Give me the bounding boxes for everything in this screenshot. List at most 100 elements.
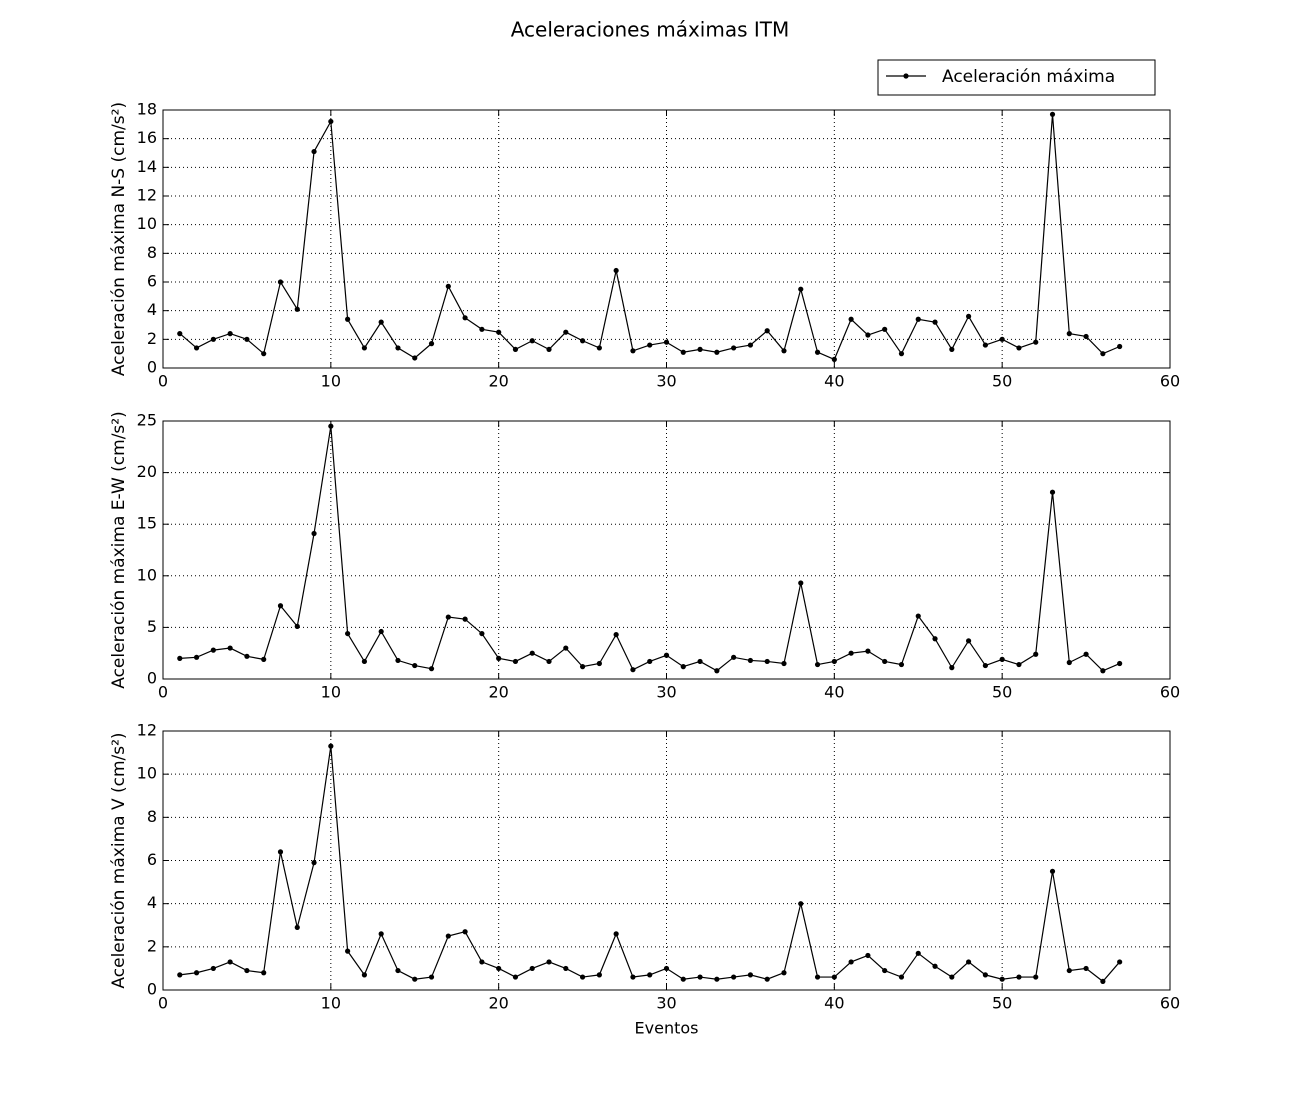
y-tick-label: 8 <box>147 243 157 262</box>
data-point <box>915 950 921 956</box>
data-point <box>244 653 250 659</box>
y-tick-label: 10 <box>137 214 157 233</box>
y-axis-label: Aceleración máxima E-W (cm/s²) <box>109 411 129 689</box>
data-point <box>579 974 586 980</box>
data-point <box>613 632 619 638</box>
data-point <box>261 351 267 357</box>
y-tick-label: 15 <box>137 514 157 533</box>
plot-frame <box>162 109 1171 369</box>
data-point <box>512 346 519 352</box>
data-point <box>177 655 183 661</box>
x-tick-label: 50 <box>992 372 1012 391</box>
data-point <box>294 306 300 312</box>
data-point <box>428 341 435 347</box>
y-tick-label: 4 <box>147 893 157 912</box>
data-point <box>261 970 267 976</box>
data-point <box>663 652 670 658</box>
data-point <box>311 860 317 866</box>
data-point <box>747 342 754 348</box>
data-point <box>882 326 888 332</box>
data-point <box>982 662 988 669</box>
data-point <box>244 967 250 974</box>
data-point <box>445 614 451 620</box>
data-point <box>193 970 200 976</box>
data-point <box>378 319 384 325</box>
data-point <box>294 924 300 931</box>
data-point <box>982 972 988 978</box>
data-point <box>1049 111 1056 117</box>
data-point <box>1117 660 1123 667</box>
data-point <box>378 931 384 937</box>
y-tick-label: 25 <box>137 411 157 430</box>
data-point <box>848 316 854 322</box>
data-point <box>781 660 787 667</box>
data-point <box>697 658 703 665</box>
data-point <box>311 530 317 537</box>
x-tick-label: 10 <box>321 994 341 1013</box>
data-point <box>596 660 602 667</box>
x-tick-label: 10 <box>321 683 341 702</box>
x-tick-label: 0 <box>158 683 168 702</box>
data-point <box>882 658 888 665</box>
data-point <box>395 657 401 664</box>
data-point <box>428 666 435 672</box>
data-point <box>798 901 804 907</box>
data-point <box>361 972 367 978</box>
data-point <box>395 345 401 351</box>
data-point <box>663 339 670 345</box>
data-point <box>798 580 804 586</box>
x-tick-label: 50 <box>992 994 1012 1013</box>
data-point <box>244 336 250 342</box>
data-point <box>831 356 837 362</box>
y-tick-label: 6 <box>147 272 157 291</box>
x-tick-label: 20 <box>488 683 508 702</box>
data-point <box>731 345 737 351</box>
y-tick-label: 10 <box>137 565 157 584</box>
y-tick-label: 4 <box>147 300 157 319</box>
data-point <box>999 656 1005 662</box>
data-point <box>193 345 200 351</box>
data-point <box>328 118 334 125</box>
data-point <box>647 972 653 978</box>
data-point <box>647 658 653 665</box>
data-point <box>1016 974 1022 980</box>
plot-frame <box>162 420 1171 680</box>
data-point <box>345 316 351 322</box>
data-point <box>496 965 502 972</box>
data-point <box>680 349 686 355</box>
data-point <box>798 286 804 292</box>
data-point <box>1117 343 1123 350</box>
y-tick-label: 8 <box>147 807 157 826</box>
data-point <box>848 959 854 965</box>
y-tick-label: 0 <box>147 669 157 688</box>
y-tick-label: 6 <box>147 850 157 869</box>
data-point <box>193 654 200 660</box>
data-point <box>1066 659 1072 666</box>
x-tick-label: 60 <box>1160 683 1180 702</box>
data-point <box>177 331 183 337</box>
x-tick-label: 30 <box>656 372 676 391</box>
data-point <box>512 658 519 665</box>
data-point <box>865 952 871 959</box>
data-point <box>966 313 972 319</box>
data-point <box>462 616 468 622</box>
data-point <box>764 658 770 665</box>
data-point <box>1100 351 1106 357</box>
data-point <box>512 974 519 980</box>
data-point <box>747 972 754 978</box>
data-point <box>210 336 216 342</box>
data-point <box>865 332 871 338</box>
y-tick-label: 0 <box>147 980 157 999</box>
data-point <box>546 959 552 965</box>
x-tick-label: 60 <box>1160 994 1180 1013</box>
x-tick-label: 40 <box>824 994 844 1013</box>
data-point <box>596 345 602 351</box>
data-point <box>932 636 938 642</box>
data-point <box>345 630 351 637</box>
data-point <box>1083 333 1089 340</box>
data-point <box>294 623 300 629</box>
data-point <box>1066 967 1072 974</box>
data-point <box>546 658 552 665</box>
data-point <box>412 976 418 982</box>
